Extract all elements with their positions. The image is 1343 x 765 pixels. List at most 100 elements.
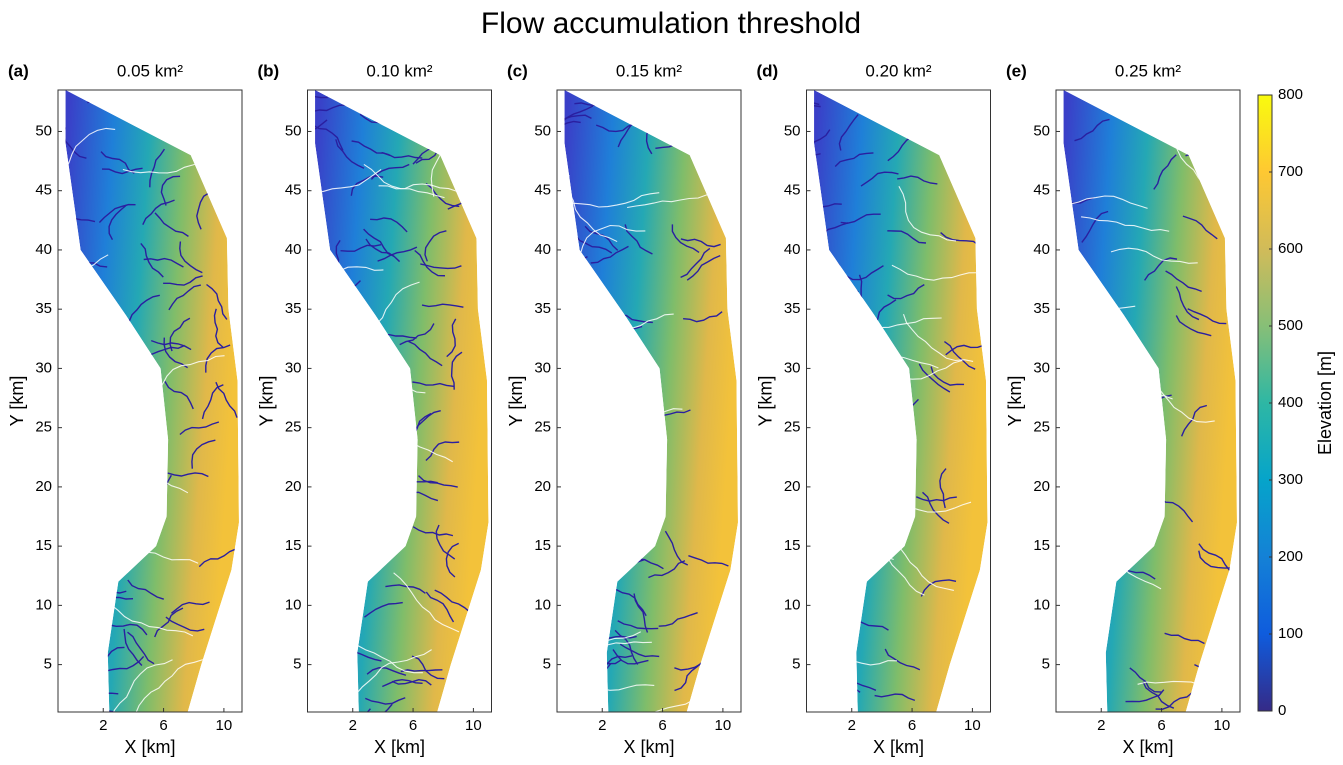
- y-tick-label: 30: [784, 359, 801, 376]
- y-tick-label: 5: [44, 656, 52, 673]
- stream: [411, 655, 445, 680]
- stream: [1187, 308, 1227, 325]
- stream: [920, 579, 957, 597]
- stream: [115, 363, 146, 395]
- stream: [825, 411, 855, 441]
- y-tick-label: 20: [784, 478, 801, 495]
- stream: [315, 283, 322, 301]
- y-tick-label: 10: [1033, 596, 1050, 613]
- stream: [874, 693, 916, 702]
- x-axis-label: X [km]: [124, 737, 175, 757]
- y-tick-label: 35: [534, 300, 551, 317]
- stream: [149, 148, 166, 188]
- stream: [191, 439, 216, 469]
- stream: [424, 230, 447, 262]
- stream: [592, 329, 632, 347]
- stream: [412, 381, 454, 388]
- stream: [595, 123, 636, 133]
- stream: [315, 496, 352, 514]
- stream: [1092, 416, 1131, 434]
- stream: [686, 90, 724, 102]
- stream: [426, 107, 440, 145]
- stream: [315, 568, 349, 588]
- ridge-line: [627, 194, 716, 209]
- stream: [860, 503, 896, 522]
- stream: [315, 93, 328, 99]
- x-tick-label: 10: [216, 717, 233, 734]
- terrain: [1063, 90, 1237, 712]
- ridge-line: [317, 365, 406, 375]
- colorbar-tick-label: 300: [1278, 471, 1303, 488]
- stream: [837, 556, 879, 564]
- y-tick-label: 40: [534, 241, 551, 258]
- x-tick-label: 2: [598, 717, 606, 734]
- stream: [1086, 548, 1128, 554]
- stream: [814, 506, 823, 549]
- stream: [168, 284, 201, 311]
- stream: [399, 323, 435, 346]
- stream: [916, 496, 957, 502]
- stream: [351, 140, 391, 157]
- panel-label: (c): [507, 61, 528, 80]
- stream: [814, 689, 825, 701]
- stream: [65, 502, 87, 522]
- stream: [564, 557, 577, 564]
- y-tick-label: 45: [1033, 182, 1050, 199]
- ridge-line: [577, 224, 646, 264]
- stream: [205, 344, 231, 373]
- terrain: [814, 90, 988, 712]
- y-tick-label: 25: [285, 419, 302, 436]
- stream: [342, 483, 361, 522]
- stream: [671, 224, 700, 253]
- y-tick-label: 30: [1033, 359, 1050, 376]
- stream: [713, 118, 736, 154]
- stream: [610, 387, 648, 406]
- x-tick-label: 10: [465, 717, 482, 734]
- y-tick-label: 10: [784, 596, 801, 613]
- y-tick-label: 40: [784, 241, 801, 258]
- ridge-line: [814, 548, 894, 561]
- panel-title: 0.05 km²: [117, 61, 183, 80]
- stream: [589, 543, 624, 569]
- axes-frame: [556, 89, 742, 713]
- stream: [370, 217, 408, 233]
- stream: [123, 628, 143, 666]
- stream: [100, 151, 135, 174]
- ridge-line: [110, 659, 173, 712]
- stream: [814, 681, 839, 707]
- stream: [65, 260, 83, 293]
- stream: [564, 256, 588, 276]
- ridge-line: [814, 550, 855, 578]
- stream: [365, 238, 401, 263]
- stream: [77, 329, 116, 347]
- x-tick-label: 10: [715, 717, 732, 734]
- ridge-line: [564, 393, 655, 398]
- stream: [887, 230, 927, 244]
- stream: [918, 363, 951, 393]
- stream: [839, 467, 880, 479]
- stream: [72, 500, 106, 527]
- stream: [613, 397, 631, 435]
- colorbar-tick-label: 0: [1278, 702, 1286, 719]
- y-tick-label: 50: [784, 122, 801, 139]
- stream: [206, 283, 228, 320]
- stream: [65, 482, 89, 513]
- stream: [1071, 397, 1090, 435]
- x-axis-label: X [km]: [873, 737, 924, 757]
- colorbar-tick-label: 400: [1278, 394, 1303, 411]
- axes-frame: [806, 89, 991, 713]
- x-tick-label: 10: [1214, 717, 1231, 734]
- stream: [69, 331, 110, 342]
- panel-title: 0.20 km²: [865, 61, 931, 80]
- stream: [140, 242, 164, 278]
- stream: [897, 175, 938, 185]
- stream: [940, 232, 980, 247]
- y-tick-label: 10: [534, 596, 551, 613]
- y-tick-label: 5: [1042, 656, 1050, 673]
- stream: [1063, 213, 1065, 236]
- stream: [446, 711, 452, 712]
- x-axis-label: X [km]: [623, 737, 674, 757]
- stream: [954, 90, 981, 115]
- stream: [65, 512, 71, 529]
